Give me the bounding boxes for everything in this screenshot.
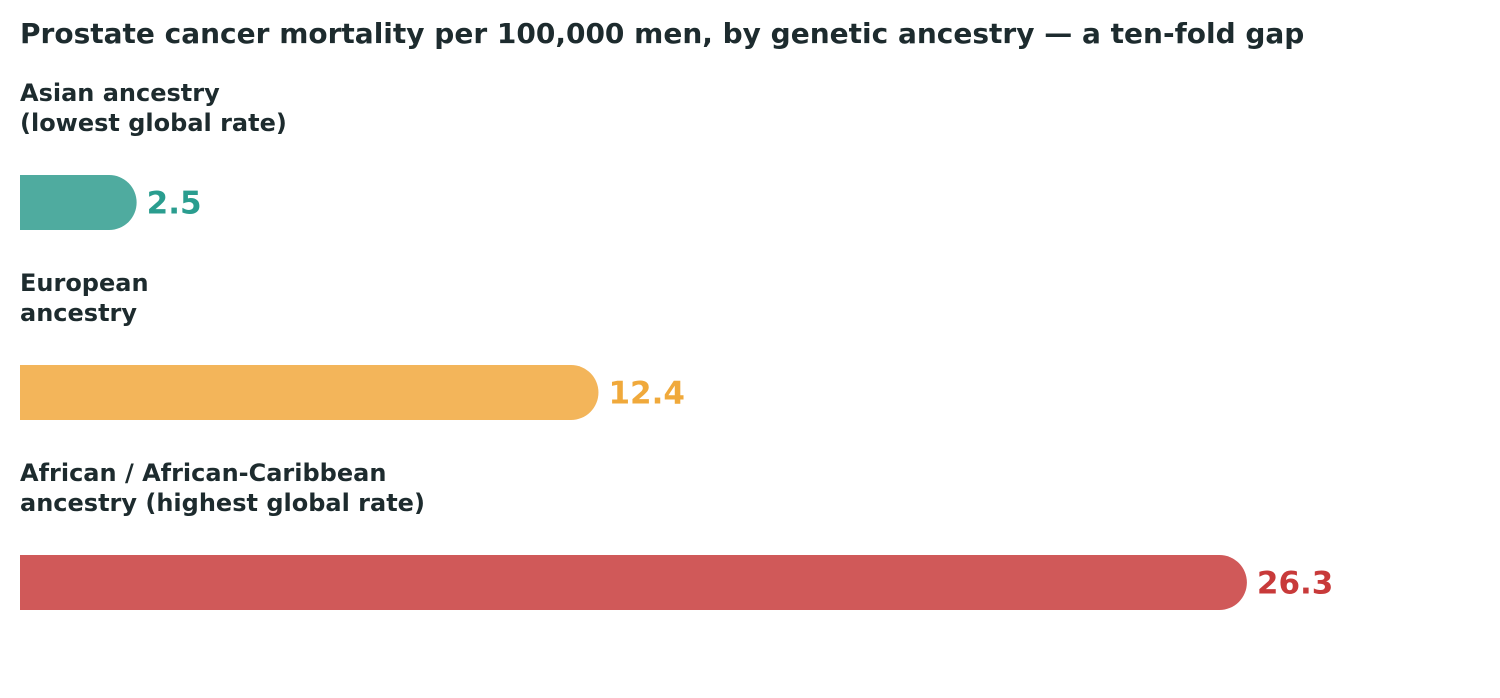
category-label-asian-ancestry: Asian ancestry (lowest global rate)	[20, 79, 287, 137]
value-label-european: 12.4	[608, 376, 685, 412]
bars-layer: Asian ancestry (lowest global rate) 2.5 Eur…	[20, 79, 1333, 610]
category-label-european: European ancestry	[20, 269, 149, 327]
category-label-line: European	[20, 269, 149, 297]
value-label-asian-ancestry: 2.5	[147, 186, 202, 222]
category-label-line: African / African-Caribbean	[20, 459, 386, 487]
category-label-line: ancestry (highest global rate)	[20, 489, 425, 517]
chart-title: Prostate cancer mortality per 100,000 me…	[20, 17, 1304, 50]
bar-african-african-caribbean	[20, 555, 1247, 610]
category-label-line: ancestry	[20, 299, 137, 327]
category-label-african-african-caribbean: African / African-Caribbean ancestry (hig…	[20, 459, 425, 517]
category-label-line: (lowest global rate)	[20, 109, 287, 137]
bar-asian-ancestry	[20, 175, 137, 230]
value-label-african-african-caribbean: 26.3	[1257, 566, 1334, 602]
bar-european	[20, 365, 599, 420]
category-label-line: Asian ancestry	[20, 79, 220, 107]
